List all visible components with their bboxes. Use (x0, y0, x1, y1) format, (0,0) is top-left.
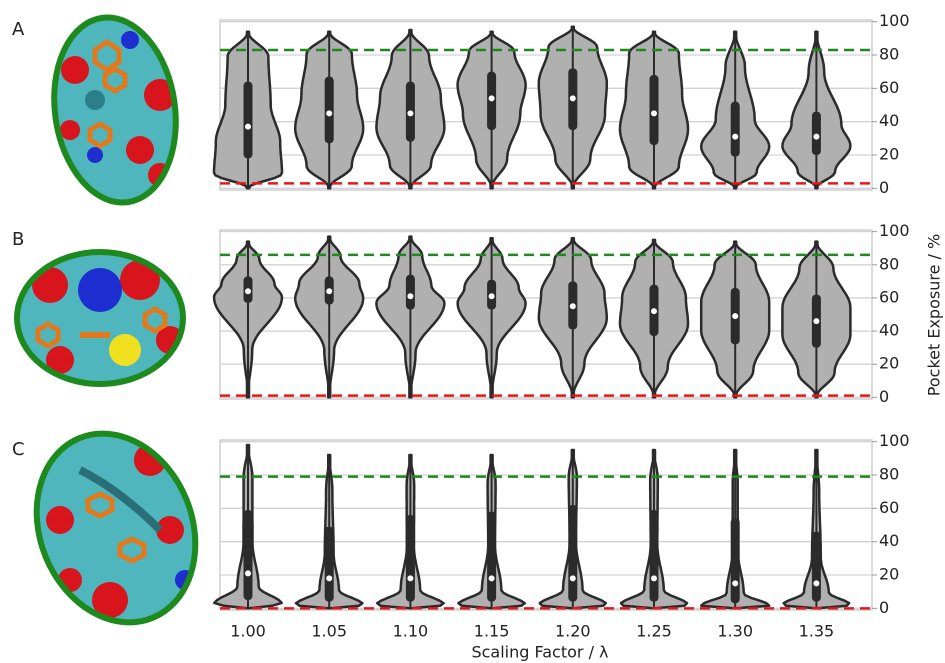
median (489, 95, 495, 101)
median (651, 575, 657, 581)
figure: Pocket Exposure / % Scaling Factor / λ A… (0, 0, 945, 663)
median (407, 575, 413, 581)
median (245, 124, 251, 130)
median (651, 110, 657, 116)
x-tick-label: 1.00 (230, 622, 266, 641)
median (326, 110, 332, 116)
iqr-box (325, 77, 334, 144)
y-tick-label: 40 (879, 531, 899, 550)
median (651, 308, 657, 314)
y-tick-label: 80 (879, 254, 899, 273)
median (570, 575, 576, 581)
pocket-image-b (10, 245, 190, 395)
median (732, 580, 738, 586)
y-tick-label: 80 (879, 465, 899, 484)
median (732, 313, 738, 319)
iqr-box (487, 512, 496, 602)
iqr-box (244, 510, 253, 600)
median (489, 575, 495, 581)
y-tick-label: 60 (879, 287, 899, 306)
y-tick-label: 60 (879, 78, 899, 97)
median (813, 134, 819, 140)
y-tick-label: 40 (879, 111, 899, 130)
iqr-box (325, 527, 334, 602)
iqr-box (650, 75, 659, 145)
x-tick-label: 1.10 (393, 622, 429, 641)
y-tick-label: 20 (879, 354, 899, 373)
median (245, 288, 251, 294)
y-tick-label: 0 (879, 387, 889, 406)
y-tick-label: 100 (879, 221, 910, 240)
y-tick-label: 20 (879, 565, 899, 584)
median (407, 293, 413, 299)
median (570, 303, 576, 309)
y-tick-label: 80 (879, 45, 899, 64)
median (732, 134, 738, 140)
iqr-box (812, 112, 821, 155)
x-tick-label: 1.30 (717, 622, 753, 641)
y-tick-label: 0 (879, 598, 889, 617)
iqr-box (406, 515, 415, 602)
iqr-box (244, 82, 253, 159)
panel-label: A (12, 19, 25, 40)
y-tick-label: 100 (879, 11, 910, 30)
panel-label: C (12, 439, 25, 460)
median (407, 110, 413, 116)
y-tick-label: 60 (879, 498, 899, 517)
y-tick-label: 20 (879, 145, 899, 164)
iqr-box (812, 532, 821, 602)
iqr-box (406, 275, 415, 310)
y-tick-label: 40 (879, 321, 899, 340)
y-tick-label: 0 (879, 178, 889, 197)
iqr-box (731, 518, 740, 603)
median (813, 580, 819, 586)
median (570, 95, 576, 101)
x-tick-label: 1.25 (636, 622, 672, 641)
iqr-box (731, 102, 740, 157)
x-tick-label: 1.05 (311, 622, 347, 641)
plot-frame (220, 440, 872, 610)
x-tick-label: 1.35 (799, 622, 835, 641)
median (489, 293, 495, 299)
median (813, 318, 819, 324)
iqr-box (650, 510, 659, 602)
y-axis-label: Pocket Exposure / % (925, 234, 944, 396)
median (326, 575, 332, 581)
iqr-box (568, 505, 577, 602)
y-tick-label: 100 (879, 431, 910, 450)
x-axis-label: Scaling Factor / λ (471, 643, 608, 662)
panel-label: B (12, 229, 24, 250)
median (245, 570, 251, 576)
median (326, 288, 332, 294)
x-tick-label: 1.20 (555, 622, 591, 641)
x-tick-label: 1.15 (474, 622, 510, 641)
